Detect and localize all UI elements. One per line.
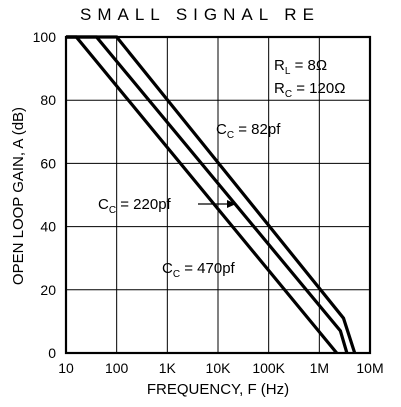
x-tick-label: 1K xyxy=(159,360,177,376)
y-axis-ticks: 0 20 40 60 80 100 xyxy=(33,29,57,361)
x-tick-label: 100 xyxy=(105,360,129,376)
y-axis-label: OPEN LOOP GAIN, A (dB) xyxy=(10,107,27,285)
x-tick-label: 1M xyxy=(310,360,329,376)
series-lines xyxy=(66,35,357,355)
annotation-cc-470: CC = 470pf xyxy=(162,260,236,280)
x-tick-label: 10M xyxy=(356,360,383,376)
y-tick-label: 0 xyxy=(48,345,56,361)
chart-title: SMALL SIGNAL RE xyxy=(80,5,320,24)
annotation-cc-220: CC = 220pf xyxy=(98,196,172,216)
annotation-rc: RC = 120Ω xyxy=(274,80,345,100)
series-line-1 xyxy=(66,35,349,354)
y-tick-label: 100 xyxy=(33,29,57,45)
x-tick-label: 10K xyxy=(206,360,232,376)
y-tick-label: 60 xyxy=(40,155,56,171)
series-line-2 xyxy=(66,35,338,355)
annotation-cc-82: CC = 82pf xyxy=(216,121,281,141)
x-tick-label: 10 xyxy=(58,360,74,376)
x-tick-label: 100K xyxy=(252,360,285,376)
x-axis-label: FREQUENCY, F (Hz) xyxy=(147,381,289,398)
y-tick-label: 20 xyxy=(40,282,56,298)
plot-frame xyxy=(64,35,372,355)
y-tick-label: 40 xyxy=(40,219,56,235)
x-axis-ticks: 10 100 1K 10K 100K 1M 10M xyxy=(58,360,383,376)
annotation-arrow xyxy=(198,200,236,208)
y-tick-label: 80 xyxy=(40,92,56,108)
annotation-rl: RL = 8Ω xyxy=(274,57,327,77)
